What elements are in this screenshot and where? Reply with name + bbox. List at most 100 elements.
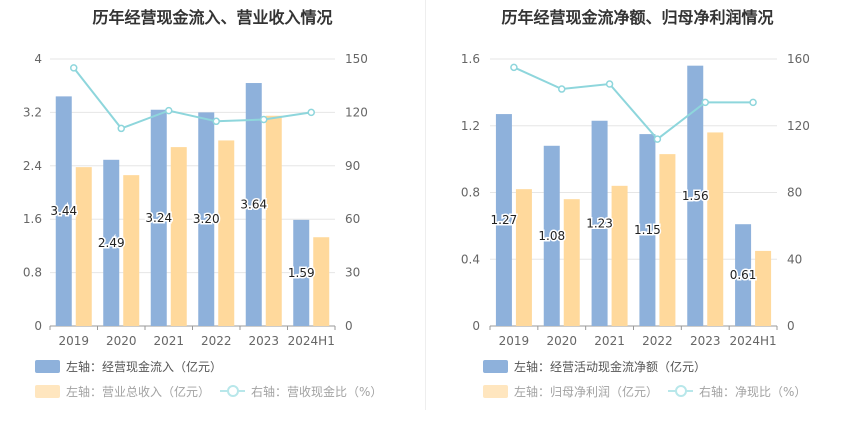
y-right-tick-label: 0 [787, 319, 795, 333]
legend-label: 左轴：经营现金流入（亿元） [66, 359, 223, 374]
bar-primary [639, 134, 656, 326]
line-point [653, 135, 662, 143]
bar-secondary [123, 175, 140, 326]
y-right-tick-label: 30 [345, 266, 360, 280]
bar-data-label: 1.15 [634, 223, 661, 237]
legend-row-1: 左轴：经营活动现金流净额（亿元） [425, 357, 850, 375]
y-left-tick-label: 1.6 [461, 52, 480, 66]
bar-secondary [515, 189, 532, 326]
x-tick-label: 2022 [642, 334, 673, 348]
bar-primary [198, 112, 215, 327]
bar-secondary [611, 185, 628, 326]
bar-secondary [563, 199, 580, 326]
legend-item-revenue[interactable]: 左轴：营业总收入（亿元） [35, 382, 210, 400]
y-right-tick-label: 40 [787, 252, 802, 266]
bar-secondary [755, 250, 772, 326]
bar-primary [245, 83, 262, 326]
bar-secondary [265, 115, 282, 326]
y-right-tick-label: 120 [345, 105, 368, 119]
bar-secondary [218, 140, 235, 326]
y-left-tick-label: 0 [472, 319, 480, 333]
bar-data-label: 3.44 [50, 204, 77, 218]
legend-swatch-line [668, 384, 693, 398]
bar-data-label: 0.61 [730, 268, 757, 282]
bar-data-label: 1.08 [538, 229, 565, 243]
bar-primary [543, 145, 560, 326]
y-left-tick-label: 1.6 [23, 212, 42, 226]
line-point [510, 63, 518, 72]
y-left-tick-label: 0.8 [461, 186, 480, 200]
bar-primary [293, 219, 310, 326]
legend-row-2: 左轴：营业总收入（亿元） 右轴：营收现金比（%） [0, 382, 425, 400]
y-left-tick-label: 2.4 [23, 159, 42, 173]
line-point [212, 117, 220, 126]
y-right-tick-label: 160 [787, 52, 810, 66]
y-left-tick-label: 0 [34, 319, 42, 333]
chart-title: 历年经营现金流净额、归母净利润情况 [501, 8, 774, 27]
legend-swatch-line [220, 384, 245, 398]
panel-divider [425, 0, 426, 410]
bar-data-label: 1.56 [682, 189, 709, 203]
line-point [307, 108, 315, 117]
line-point [70, 64, 78, 72]
y-left-tick-label: 0.4 [461, 252, 480, 266]
legend-item-net-cash-flow[interactable]: 左轴：经营活动现金流净额（亿元） [483, 357, 706, 375]
x-tick-label: 2023 [248, 334, 279, 348]
x-tick-label: 2020 [106, 334, 137, 348]
x-tick-label: 2024H1 [288, 334, 335, 348]
line-point [701, 98, 709, 107]
y-left-tick-label: 0.8 [23, 266, 42, 280]
bar-data-label: 1.59 [288, 266, 315, 280]
bar-data-label: 3.24 [145, 211, 172, 225]
legend-swatch-orange [483, 384, 508, 398]
legend-swatch-orange [35, 384, 60, 398]
bar-data-label: 1.23 [586, 216, 613, 230]
x-tick-label: 2021 [153, 334, 184, 348]
bar-secondary [659, 154, 676, 326]
legend-item-net-cash-ratio[interactable]: 右轴：净现比（%） [668, 382, 806, 400]
bar-primary [150, 109, 167, 326]
y-left-tick-label: 3.2 [23, 105, 42, 119]
legend-swatch-blue [35, 359, 60, 373]
legend-row-2: 左轴：归母净利润（亿元） 右轴：净现比（%） [425, 382, 850, 400]
y-right-tick-label: 80 [787, 186, 802, 200]
chart-title: 历年经营现金流入、营业收入情况 [92, 8, 333, 27]
chart-right: 历年经营现金流净额、归母净利润情况 0 0.4 0.8 1.2 1.6 0 40 80 120 1… [425, 0, 850, 437]
line-point [605, 80, 614, 88]
y-left-tick-label: 4 [34, 52, 42, 66]
x-tick-label: 2021 [594, 334, 625, 348]
bar-data-label: 2.49 [98, 236, 125, 250]
legend-item-cash-ratio[interactable]: 右轴：营收现金比（%） [220, 382, 382, 400]
bar-primary [495, 114, 512, 326]
line-point [165, 106, 173, 115]
legend-label: 左轴：归母净利润（亿元） [514, 384, 659, 399]
y-right-tick-label: 0 [345, 319, 353, 333]
legend-swatch-blue [483, 359, 508, 373]
legend-label: 右轴：净现比（%） [699, 384, 807, 399]
legend-label: 左轴：营业总收入（亿元） [66, 384, 211, 399]
bar-primary [591, 120, 608, 327]
x-tick-label: 2020 [546, 334, 577, 348]
x-tick-label: 2023 [690, 334, 721, 348]
bar-primary [687, 65, 704, 327]
x-tick-label: 2024H1 [729, 334, 776, 348]
line-point [558, 85, 566, 93]
line-point [749, 98, 757, 107]
line-series [513, 66, 754, 141]
legend-item-cash-inflow[interactable]: 左轴：经营现金流入（亿元） [35, 357, 222, 375]
x-tick-label: 2019 [58, 334, 89, 348]
y-right-tick-label: 150 [345, 52, 368, 66]
bar-data-label: 1.27 [491, 213, 518, 227]
line-point [260, 115, 268, 124]
y-right-tick-label: 120 [787, 119, 810, 133]
bar-secondary [707, 132, 724, 326]
chart-plot-area: 0 0.4 0.8 1.2 1.6 0 40 80 120 160 2019 2020 2021 2022… [461, 52, 810, 348]
bar-data-label: 3.64 [240, 198, 267, 212]
bar-primary [103, 159, 120, 326]
bar-secondary [313, 237, 330, 326]
y-left-tick-label: 1.2 [461, 119, 480, 133]
legend-label: 右轴：营收现金比（%） [251, 384, 383, 399]
legend-item-net-profit[interactable]: 左轴：归母净利润（亿元） [483, 382, 658, 400]
legend-label: 左轴：经营活动现金流净额（亿元） [514, 359, 707, 374]
